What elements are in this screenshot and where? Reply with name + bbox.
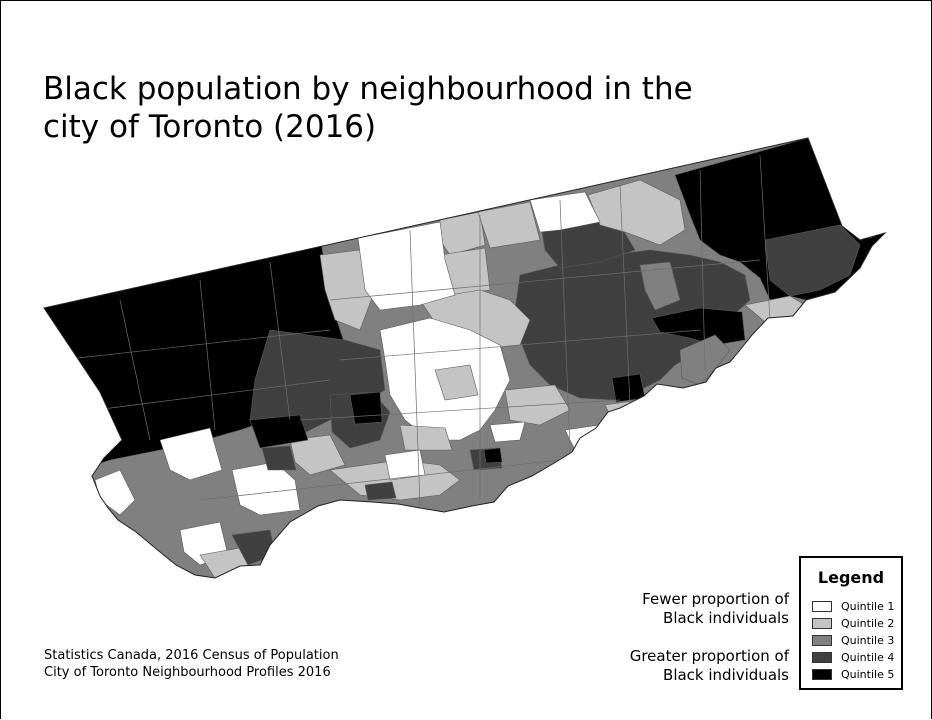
legend-item-quintile-1: Quintile 1 bbox=[812, 599, 894, 613]
region-east-york-q1 bbox=[489, 421, 526, 443]
legend-swatch bbox=[812, 617, 832, 629]
legend-label: Quintile 3 bbox=[841, 633, 895, 647]
legend-item-quintile-5: Quintile 5 bbox=[812, 667, 894, 681]
map-title-line2: city of Toronto (2016) bbox=[43, 109, 377, 145]
legend-swatch bbox=[812, 634, 832, 646]
region-north-york-central-q1 bbox=[357, 221, 456, 311]
region-q5-pocket-b bbox=[483, 447, 503, 464]
note-greater: Greater proportion of Black individuals bbox=[630, 647, 789, 685]
region-q5-pocket-a bbox=[349, 391, 383, 425]
note-fewer-line2: Black individuals bbox=[663, 609, 789, 627]
region-downtown-west-q2 bbox=[289, 434, 346, 476]
watermark-author-2: Harsh Naik @harshnaik06 bbox=[372, 590, 593, 610]
legend-swatch bbox=[812, 668, 832, 680]
legend-label: Quintile 1 bbox=[841, 599, 895, 613]
region-north-q2-b bbox=[477, 201, 541, 249]
note-fewer-line1: Fewer proportion of bbox=[642, 590, 789, 608]
watermark-author-1: Kahiye Warsame @kahiyewarsame bbox=[330, 561, 629, 581]
legend-label: Quintile 2 bbox=[841, 616, 895, 630]
region-etobicoke-q4-b bbox=[261, 445, 297, 471]
legend-swatch bbox=[812, 600, 832, 612]
region-south-q4-c bbox=[364, 481, 397, 501]
note-fewer: Fewer proportion of Black individuals bbox=[642, 590, 789, 628]
legend-swatch bbox=[812, 651, 832, 663]
legend-item-quintile-3: Quintile 3 bbox=[812, 633, 894, 647]
note-greater-line1: Greater proportion of bbox=[629, 647, 789, 665]
region-etobicoke-south-q1-a bbox=[159, 427, 223, 481]
legend: Legend Quintile 1 Quintile 2 Quintile 3 … bbox=[799, 556, 903, 690]
legend-label: Quintile 4 bbox=[841, 650, 895, 664]
legend-label: Quintile 5 bbox=[841, 667, 895, 681]
source-line-1: Statistics Canada, 2016 Census of Popula… bbox=[44, 648, 339, 663]
map-title: Black population by neighbourhood in the… bbox=[43, 70, 743, 146]
source-line-2: City of Toronto Neighbourhood Profiles 2… bbox=[44, 665, 331, 680]
sources: Statistics Canada, 2016 Census of Popula… bbox=[44, 647, 339, 681]
region-midtown-q2-b bbox=[399, 424, 453, 451]
region-scarborough-mid-q3 bbox=[639, 261, 681, 311]
region-midtown-q2-a bbox=[434, 364, 479, 401]
note-greater-line2: Black individuals bbox=[663, 666, 789, 684]
region-q5-pocket-c bbox=[249, 414, 309, 449]
region-north-q2-c bbox=[587, 179, 686, 246]
region-north-q1-b bbox=[529, 191, 601, 233]
legend-item-quintile-4: Quintile 4 bbox=[812, 650, 894, 664]
map-title-line1: Black population by neighbourhood in the bbox=[43, 71, 693, 107]
legend-title: Legend bbox=[817, 568, 885, 587]
region-scarborough-east-mid bbox=[764, 224, 861, 297]
legend-item-quintile-2: Quintile 2 bbox=[812, 616, 894, 630]
city-outline bbox=[43, 137, 887, 579]
